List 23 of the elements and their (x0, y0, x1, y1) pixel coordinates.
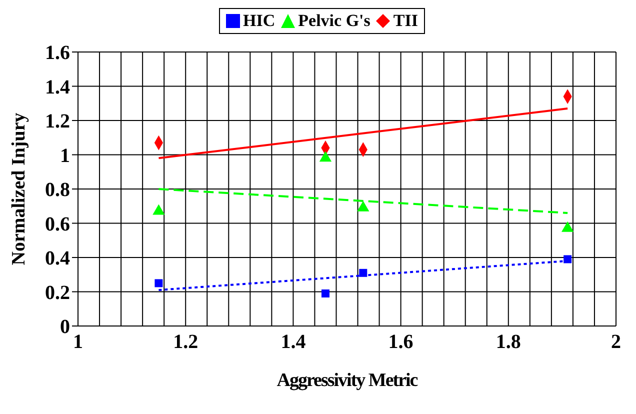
y-tick-label: 1.2 (45, 110, 70, 133)
x-tick-label: 1.4 (280, 331, 306, 354)
x-tick-label: 1.6 (388, 331, 414, 354)
point (359, 268, 368, 277)
y-tick-label: 1 (60, 144, 70, 167)
x-axis-title: Aggressivity Metric (276, 370, 418, 391)
x-tick-label: 2 (611, 331, 621, 354)
legend-label: HIC (243, 11, 276, 31)
legend-label: Pelvic G's (298, 11, 370, 31)
point (564, 255, 572, 264)
y-tick-label: 0.4 (45, 248, 70, 270)
y-tick-label: 0 (60, 316, 70, 338)
y-tick-label: 0.2 (45, 282, 70, 304)
x-tick-label: 1.2 (173, 331, 198, 354)
x-tick-label: 1.8 (496, 331, 521, 354)
y-tick-label: 1.4 (45, 76, 70, 98)
point (321, 289, 330, 298)
y-tick-label: 0.6 (45, 213, 70, 236)
y-tick-label: 1.6 (45, 42, 70, 64)
legend-label: TII (393, 11, 418, 31)
point (154, 279, 163, 288)
y-axis-title: Normalized Injury (8, 112, 30, 266)
y-tick-label: 0.8 (45, 179, 70, 202)
